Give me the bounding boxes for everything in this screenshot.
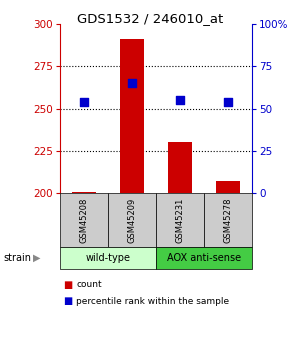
Text: GSM45209: GSM45209 (128, 197, 136, 243)
Text: GSM45231: GSM45231 (176, 197, 184, 243)
Bar (120, 39, 144, 193)
Text: percentile rank within the sample: percentile rank within the sample (76, 297, 230, 306)
Text: ▶: ▶ (33, 253, 40, 263)
Text: GDS1532 / 246010_at: GDS1532 / 246010_at (77, 12, 223, 25)
Point (130, 80, 134, 86)
Text: GSM45208: GSM45208 (80, 197, 88, 243)
Bar (72, 191, 96, 193)
Text: GSM45278: GSM45278 (224, 197, 232, 243)
Bar (168, 142, 192, 193)
Point (82, 99, 86, 105)
Point (178, 98, 182, 103)
Point (226, 99, 230, 105)
Text: count: count (76, 280, 102, 289)
Bar (216, 181, 240, 193)
Text: AOX anti-sense: AOX anti-sense (167, 253, 241, 263)
Text: ■: ■ (63, 280, 72, 289)
Text: wild-type: wild-type (85, 253, 130, 263)
Text: strain: strain (3, 253, 31, 263)
Text: ■: ■ (63, 296, 72, 306)
